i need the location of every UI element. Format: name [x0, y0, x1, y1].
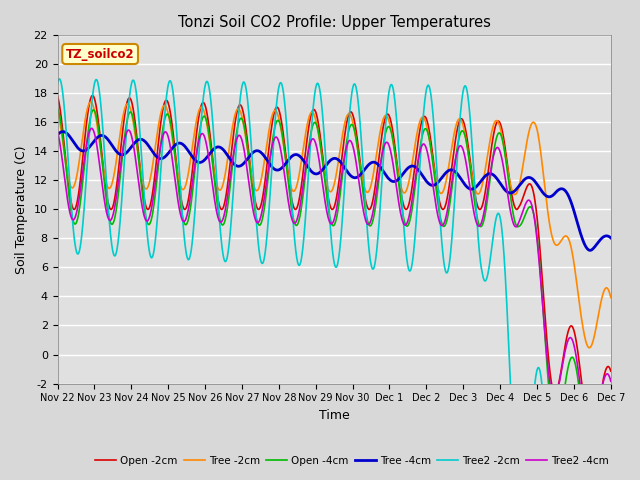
- Tree2 -4cm: [150, 192, 157, 198]
- Legend: Open -2cm, Tree -2cm, Open -4cm, Tree -4cm, Tree2 -2cm, Tree2 -4cm: Open -2cm, Tree -2cm, Open -4cm, Tree -4…: [91, 452, 613, 470]
- Tree -2cm: [290, 188, 298, 194]
- Open -2cm: [117, 145, 125, 151]
- Tree -2cm: [87, 99, 95, 105]
- Tree -4cm: [150, 150, 157, 156]
- Open -2cm: [588, 432, 595, 437]
- Open -4cm: [536, 269, 544, 275]
- Tree -4cm: [586, 248, 594, 253]
- Line: Tree -2cm: Tree -2cm: [58, 102, 611, 348]
- Open -2cm: [266, 137, 274, 143]
- Title: Tonzi Soil CO2 Profile: Upper Temperatures: Tonzi Soil CO2 Profile: Upper Temperatur…: [178, 15, 491, 30]
- Tree2 -4cm: [596, 393, 604, 399]
- Line: Open -4cm: Open -4cm: [58, 108, 611, 473]
- Tree -2cm: [537, 148, 545, 154]
- Open -2cm: [537, 253, 545, 259]
- Tree -2cm: [54, 106, 61, 112]
- Open -4cm: [290, 217, 298, 223]
- Tree -4cm: [117, 152, 125, 157]
- Line: Tree2 -4cm: Tree2 -4cm: [58, 128, 611, 435]
- Open -4cm: [607, 400, 614, 406]
- Tree -4cm: [290, 152, 298, 158]
- Tree2 -2cm: [290, 228, 298, 234]
- Tree2 -2cm: [150, 250, 157, 255]
- Open -4cm: [116, 170, 124, 176]
- Tree2 -2cm: [607, 468, 614, 474]
- Tree -2cm: [266, 122, 274, 128]
- Tree -2cm: [150, 156, 157, 161]
- Line: Tree2 -2cm: Tree2 -2cm: [58, 79, 611, 480]
- Tree -2cm: [607, 295, 614, 300]
- Tree -4cm: [266, 161, 274, 167]
- Tree -2cm: [586, 345, 593, 351]
- Tree -4cm: [54, 132, 61, 138]
- Tree -2cm: [596, 302, 604, 308]
- Tree -4cm: [596, 237, 604, 243]
- Open -2cm: [54, 93, 61, 99]
- Line: Open -2cm: Open -2cm: [58, 96, 611, 434]
- Open -4cm: [596, 438, 604, 444]
- Text: TZ_soilco2: TZ_soilco2: [66, 48, 134, 60]
- Open -2cm: [290, 205, 298, 211]
- Tree -4cm: [59, 129, 67, 134]
- Open -4cm: [150, 205, 157, 211]
- Open -4cm: [589, 470, 596, 476]
- X-axis label: Time: Time: [319, 409, 349, 422]
- Open -4cm: [266, 161, 273, 167]
- Tree2 -4cm: [607, 378, 614, 384]
- Tree2 -2cm: [266, 194, 274, 200]
- Tree2 -4cm: [117, 161, 125, 167]
- Tree2 -2cm: [537, 371, 545, 377]
- Line: Tree -4cm: Tree -4cm: [58, 132, 611, 251]
- Tree2 -2cm: [56, 76, 63, 82]
- Tree2 -4cm: [290, 220, 298, 226]
- Tree2 -4cm: [88, 125, 95, 131]
- Open -2cm: [607, 368, 614, 374]
- Y-axis label: Soil Temperature (C): Soil Temperature (C): [15, 145, 28, 274]
- Tree -4cm: [537, 187, 545, 192]
- Tree -4cm: [607, 235, 614, 241]
- Open -2cm: [89, 93, 97, 98]
- Tree2 -4cm: [537, 276, 545, 281]
- Open -2cm: [596, 394, 604, 400]
- Tree2 -4cm: [587, 432, 595, 438]
- Tree2 -2cm: [54, 80, 61, 86]
- Tree2 -4cm: [266, 156, 274, 161]
- Tree2 -2cm: [117, 210, 125, 216]
- Tree -2cm: [117, 126, 125, 132]
- Tree2 -4cm: [54, 129, 61, 135]
- Open -4cm: [54, 106, 61, 111]
- Open -2cm: [150, 182, 157, 188]
